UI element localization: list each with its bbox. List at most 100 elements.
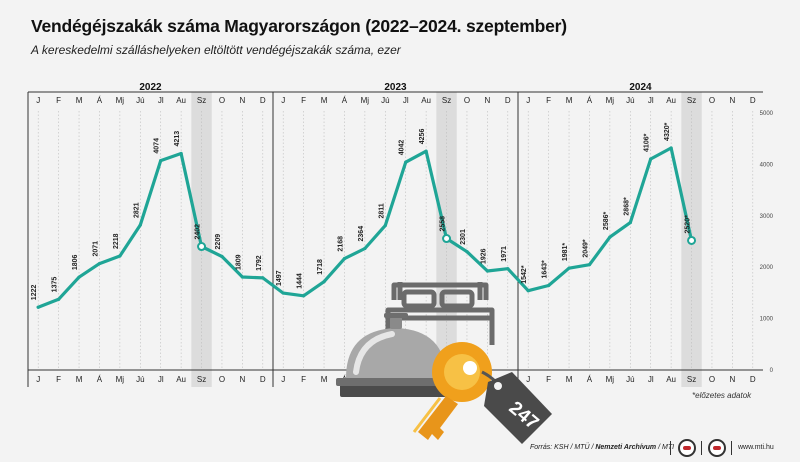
month-tick-label: F: [56, 375, 61, 384]
data-point: [77, 275, 81, 279]
data-label: 2168: [337, 236, 344, 252]
data-label: 1809: [235, 254, 242, 270]
data-label: 1542*: [521, 265, 528, 284]
month-tick-label: Sz: [197, 96, 206, 105]
month-tick-label: M: [76, 96, 83, 105]
data-label: 2071: [92, 241, 99, 257]
month-tick-label: N: [729, 375, 735, 384]
data-label: 4074: [154, 138, 161, 154]
data-point: [57, 297, 61, 301]
month-tick-label: Jl: [403, 96, 409, 105]
data-label: 2049*: [582, 239, 589, 258]
room-tag-icon: 247: [481, 370, 552, 444]
month-tick-label: N: [484, 96, 490, 105]
data-point: [36, 305, 40, 309]
month-tick-label: D: [260, 375, 266, 384]
month-tick-label: Jl: [648, 375, 654, 384]
month-tick-label: O: [219, 375, 225, 384]
data-point: [628, 220, 632, 225]
data-point: [118, 254, 122, 258]
data-label: 4320*: [664, 122, 671, 141]
data-point: [261, 276, 265, 280]
data-label: 2209: [215, 234, 222, 250]
month-tick-label: Á: [342, 96, 348, 105]
data-label: 4256: [419, 129, 426, 145]
source-suffix: / MTI: [656, 444, 675, 451]
month-tick-label: D: [505, 96, 511, 105]
data-point: [159, 158, 163, 163]
key-icon: [412, 342, 492, 440]
month-tick-label: Mj: [116, 375, 125, 384]
data-label: 1926: [480, 248, 487, 264]
chart-title: Vendégéjszakák száma Magyarországon (202…: [31, 16, 567, 36]
month-tick-label: Jú: [381, 96, 389, 105]
month-tick-label: O: [464, 96, 470, 105]
data-point: [138, 223, 142, 227]
y-tick-label: 3000: [760, 214, 774, 220]
data-point: [669, 146, 673, 150]
data-point: [608, 235, 612, 239]
month-tick-label: Á: [587, 96, 593, 105]
month-tick-label: M: [321, 96, 328, 105]
source-archive: Nemzeti Archívum: [595, 444, 657, 451]
month-tick-label: J: [281, 375, 285, 384]
y-tick-label: 2000: [760, 265, 774, 271]
data-point: [485, 269, 489, 273]
year-label: 2024: [629, 82, 652, 93]
month-tick-label: D: [750, 96, 756, 105]
month-tick-label: F: [546, 96, 551, 105]
month-tick-label: D: [260, 96, 266, 105]
data-point: [465, 250, 469, 254]
data-point: [506, 267, 510, 271]
month-tick-label: Mj: [606, 375, 615, 384]
data-label: 2364: [358, 226, 365, 242]
data-point: [649, 157, 653, 161]
month-tick-label: J: [281, 96, 285, 105]
month-tick-label: Au: [421, 96, 431, 105]
month-tick-label: F: [546, 375, 551, 384]
data-label: 2821: [133, 202, 140, 218]
data-label: 2301: [460, 229, 467, 245]
month-tick-label: M: [76, 375, 83, 384]
data-point: [587, 263, 592, 267]
data-point: [97, 261, 102, 266]
y-tick-label: 5000: [760, 111, 774, 117]
data-point: [547, 283, 551, 288]
month-tick-label: N: [729, 96, 735, 105]
month-tick-label: M: [321, 375, 328, 384]
hotel-illustration: 247: [336, 282, 552, 444]
data-point: [363, 246, 367, 251]
september-data-point: [197, 242, 207, 252]
chart-subtitle: A kereskedelmi szálláshelyeken eltöltött…: [31, 43, 401, 57]
data-label: 1806: [72, 254, 79, 270]
data-point: [179, 151, 183, 156]
data-point: [281, 291, 285, 295]
y-tick-label: 4000: [760, 162, 774, 168]
data-point: [567, 266, 571, 270]
month-tick-label: J: [36, 375, 40, 384]
data-label: 4213: [174, 131, 181, 147]
month-tick-label: Jú: [136, 96, 144, 105]
footer-divider: [670, 441, 671, 455]
month-tick-label: Jú: [626, 96, 634, 105]
data-label: 1718: [317, 259, 324, 275]
month-tick-label: Mj: [361, 96, 370, 105]
month-tick-label: Sz: [687, 96, 696, 105]
data-label: 1497: [276, 270, 283, 286]
data-label: 4106*: [644, 133, 651, 152]
source-prefix: Forrás: KSH / MTÜ /: [530, 444, 596, 451]
data-point: [322, 280, 326, 284]
month-tick-label: O: [709, 375, 715, 384]
data-label: 1444: [297, 273, 304, 289]
month-tick-label: O: [709, 96, 715, 105]
month-tick-label: Au: [176, 375, 186, 384]
website-link[interactable]: www.mti.hu: [738, 444, 774, 451]
data-point: [302, 294, 306, 298]
data-label: 1375: [52, 277, 59, 293]
month-tick-label: N: [239, 96, 245, 105]
data-label: 4042: [399, 140, 406, 156]
month-tick-label: Jl: [158, 375, 164, 384]
archive-logo-icon: [708, 439, 726, 457]
month-tick-label: Au: [176, 96, 186, 105]
